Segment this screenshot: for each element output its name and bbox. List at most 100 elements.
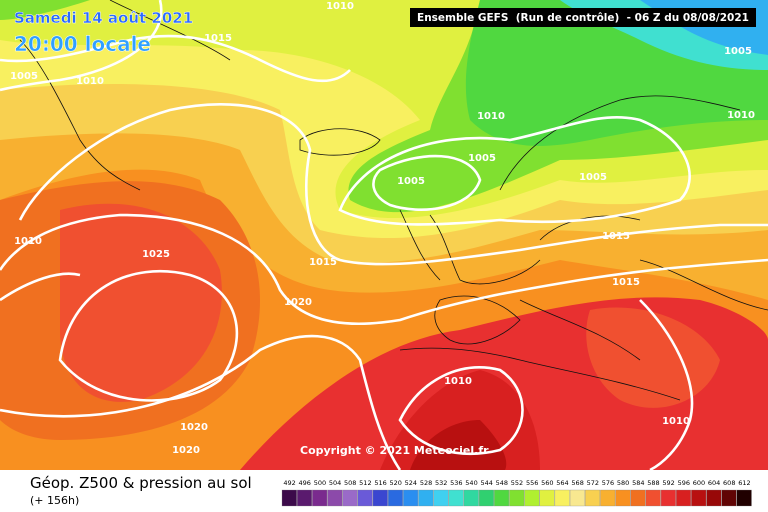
isobar-label: 1010 [727,110,755,121]
isobar-label: 1020 [284,297,312,308]
legend-label: 532 [435,479,447,487]
legend-label: 496 [299,479,311,487]
isobar [398,366,524,456]
isobar-label: 1005 [10,71,38,82]
coastline [299,128,381,156]
legend-swatch [524,489,540,507]
legend-swatch [539,489,555,507]
isobar [0,334,402,471]
field-band [380,370,540,470]
legend-swatch [433,489,449,507]
isobar-label: 1020 [172,445,200,456]
legend-label: 612 [738,479,750,487]
legend-label: 556 [526,479,538,487]
legend-swatch [327,489,343,507]
legend: 492 496 500 504 508 512 516 520 524 528 532 536 540 5… [281,479,752,507]
legend-swatch [342,489,358,507]
legend-label: 524 [405,479,417,487]
legend-label: 516 [374,479,386,487]
legend-swatch [585,489,601,507]
legend-swatch [645,489,661,507]
legend-label: 588 [647,479,659,487]
legend-label: 576 [602,479,614,487]
isobar-label: 1010 [662,416,690,427]
legend-swatch [297,489,312,507]
legend-label: 596 [678,479,690,487]
isobar-label: 1015 [204,33,232,44]
isobar-label: 1005 [724,46,752,57]
legend-label: 500 [314,479,326,487]
legend-swatch [372,489,388,507]
legend-swatch [387,489,403,507]
isobar-label: 1015 [309,257,337,268]
isobar-label: 1005 [468,153,496,164]
legend-label: 604 [708,479,720,487]
legend-swatch [600,489,616,507]
legend-swatch [463,489,479,507]
run-box [410,8,756,27]
field-band [60,203,222,402]
isobar [338,116,691,226]
isobar [0,272,81,302]
legend-label: 580 [617,479,629,487]
legend-label: 584 [632,479,644,487]
date: Samedi 14 août 2021 [14,9,193,27]
legend-label: 568 [571,479,583,487]
legend-label: 552 [511,479,523,487]
legend-swatch [478,489,494,507]
isobar-label: 1005 [579,172,607,183]
footer-title: Géop. Z500 & pression au sol [30,474,252,492]
legend-swatch [736,489,752,507]
legend-label: 592 [662,479,674,487]
legend-label: 608 [723,479,735,487]
isobar-label: 1010 [76,76,104,87]
legend-swatch [448,489,464,507]
legend-swatch [281,489,297,507]
legend-label: 600 [693,479,705,487]
run: Ensemble GEFS (Run de contrôle) - 06 Z d… [417,12,749,24]
isobars [0,0,768,471]
isobar-label: 1015 [612,277,640,288]
legend-swatch [418,489,434,507]
legend-label: 492 [283,479,295,487]
legend-swatch [691,489,707,507]
isobar-label: 1015 [602,231,630,242]
legend-label: 564 [556,479,568,487]
isobar-label: 1025 [142,249,170,260]
legend-swatch [660,489,676,507]
legend-label: 504 [329,479,341,487]
copyright: Copyright © 2021 Meteociel.fr [300,444,489,457]
isobar [58,270,239,402]
legend-swatch [403,489,419,507]
legend-swatch [721,489,737,507]
field-band [410,420,507,470]
legend-label: 508 [344,479,356,487]
legend-swatch [312,489,328,507]
isobar [0,0,163,92]
isobar [0,213,768,326]
field [0,0,768,470]
legend-label: 572 [587,479,599,487]
legend-swatch [509,489,525,507]
isobar-label: 1010 [444,376,472,387]
legend-swatch [494,489,510,507]
isobar-labels: 1010 1015 1005 1010 1005 1010 1010 1005 1005 1005… [10,1,755,456]
isobar-label: 1010 [326,1,354,12]
coastline [399,209,541,285]
isobar [372,154,482,211]
legend-swatch [569,489,585,507]
legend-swatch [676,489,692,507]
isobar-label: 1005 [397,176,425,187]
time: 20:00 locale [14,32,151,56]
coastline [399,259,768,401]
legend-label: 512 [359,479,371,487]
legend-swatch [706,489,722,507]
legend-label: 520 [389,479,401,487]
legend-swatch [554,489,570,507]
legend-label: 544 [480,479,492,487]
isobar [0,34,351,83]
legend-label: 540 [465,479,477,487]
legend-label: 528 [420,479,432,487]
isobar-label: 1010 [477,111,505,122]
